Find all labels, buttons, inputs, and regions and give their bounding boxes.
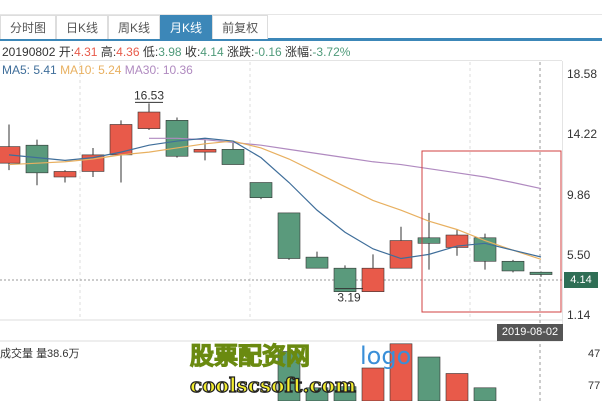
tab-4[interactable]: 前复权 — [212, 15, 269, 39]
volume-bar — [361, 367, 385, 401]
volume-bar — [333, 386, 357, 401]
min-price-label: 3.19 — [337, 291, 361, 305]
candle-body — [249, 182, 273, 199]
selection-box — [421, 150, 562, 313]
candle-body — [333, 267, 357, 292]
candle-body — [529, 271, 553, 275]
high-label: 高 — [100, 45, 113, 59]
low-value: 3.98 — [158, 45, 182, 59]
ma30-line — [149, 137, 542, 190]
candle-body — [277, 212, 301, 259]
last-price-tag: 4.14 — [564, 272, 598, 288]
volume-tick: 47 — [588, 348, 601, 360]
change-label: 涨跌 — [226, 45, 251, 59]
candle-body — [361, 267, 385, 292]
candle-body — [25, 144, 49, 174]
price-tick: 14.22 — [567, 127, 598, 142]
open-value: 4.31 — [74, 45, 98, 59]
volume-label: 成交量 量38.6万 — [0, 348, 80, 360]
candle-body — [221, 149, 245, 165]
ohlc-info: 20190802 开:4.31 高:4.36 低:3.98 收:4.14 涨跌:… — [0, 43, 562, 61]
ma10-line — [8, 140, 542, 260]
ma5-legend: MA5: 5.41 — [2, 63, 57, 77]
candle-body — [417, 237, 441, 244]
candle-body — [53, 171, 77, 178]
price-tick: 18.58 — [567, 67, 598, 81]
candle-body — [445, 234, 469, 248]
candle-body — [501, 260, 525, 272]
candle-body — [389, 240, 413, 269]
volume-bar — [473, 387, 497, 401]
top-bar — [0, 0, 602, 15]
candle-body — [137, 111, 161, 129]
ma-legend: MA5: 5.41 MA10: 5.24 MA30: 10.36 — [0, 63, 193, 77]
info-date: 20190802 — [2, 45, 56, 59]
volume-tick: 77 — [588, 380, 601, 392]
ma5-line — [8, 137, 542, 260]
pct-value: -3.72% — [312, 45, 351, 59]
volume-bar — [417, 356, 441, 401]
tab-2[interactable]: 周K线 — [108, 15, 161, 39]
candle-body — [473, 237, 497, 262]
volume-bar — [277, 351, 301, 401]
price-axis: 18.58 14.22 9.86 5.50 1.14 — [562, 61, 602, 341]
kline-chart[interactable]: 16.53 3.19 — [0, 0, 562, 401]
price-tick: 5.50 — [567, 247, 591, 262]
price-tick: 1.14 — [567, 308, 591, 322]
crosshair-date-label: 2019-08-02 — [497, 324, 563, 341]
candle-body — [305, 256, 329, 269]
high-value: 4.36 — [116, 45, 140, 59]
tab-1[interactable]: 日K线 — [56, 15, 109, 39]
chart-tabs: 分时图 日K线 周K线 月K线 前复权 — [0, 15, 602, 41]
volume-bar — [305, 387, 329, 401]
close-value: 4.14 — [200, 45, 224, 59]
candle-body — [193, 149, 217, 153]
ma30-legend: MA30: 10.36 — [124, 63, 193, 77]
pct-label: 涨幅 — [285, 45, 310, 59]
open-label: 开 — [58, 45, 71, 59]
price-tick: 9.86 — [567, 187, 591, 202]
max-price-label: 16.53 — [134, 88, 164, 102]
low-label: 低 — [142, 45, 155, 59]
tab-3[interactable]: 月K线 — [160, 15, 213, 39]
volume-bar — [389, 343, 413, 401]
ma10-legend: MA10: 5.24 — [60, 63, 122, 77]
volume-bar — [445, 373, 469, 401]
change-value: -0.16 — [254, 45, 282, 59]
close-label: 收 — [184, 45, 197, 59]
tab-0[interactable]: 分时图 — [0, 15, 57, 39]
